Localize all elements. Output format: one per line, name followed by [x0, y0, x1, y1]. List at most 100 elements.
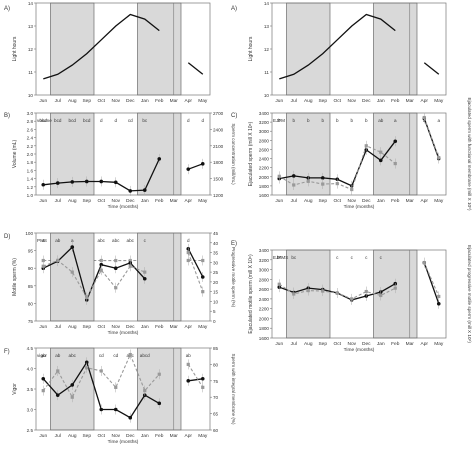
y2-tick-label: 60 — [213, 428, 219, 433]
y-tick-label: 3200 — [259, 120, 270, 125]
y-tick-label: 13 — [28, 24, 34, 29]
y-tick-label: 10 — [28, 93, 34, 98]
x-tick-label: Mar — [406, 198, 415, 204]
data-point-square — [41, 264, 45, 268]
series-line-solid — [187, 248, 204, 278]
data-point-square — [99, 369, 103, 373]
data-point-circle — [113, 180, 118, 185]
x-tick-label: Feb — [155, 198, 164, 204]
data-point-circle — [55, 181, 60, 185]
y-axis-label: Vigor — [12, 383, 18, 395]
y2-tick-label: 1200 — [213, 193, 224, 198]
y2-axis-label: Sperm concentration (mill/mL) — [231, 123, 236, 185]
significance-letter: abc — [98, 238, 106, 243]
y-tick-label: 3200 — [259, 258, 270, 263]
y2-tick-label: 35 — [213, 251, 219, 256]
panel-e: 1600 1800 2000 2200 2400 2600 2800 3000 3200 3400… — [231, 241, 472, 353]
x-tick-label: Nov — [347, 198, 356, 204]
x-tick-label: Jan — [141, 98, 149, 104]
significance-letter: a — [42, 238, 45, 243]
y2-tick-label: 30 — [213, 260, 219, 265]
data-point-square — [422, 261, 426, 265]
x-tick-label: Feb — [155, 433, 164, 439]
significance-letter: cd — [99, 353, 104, 358]
y2-axis-label: Ejaculated progressive motile sperm (mil… — [467, 245, 472, 343]
significance-letter: b — [307, 118, 310, 123]
data-point-circle — [320, 176, 325, 180]
x-tick-label: Mar — [406, 98, 415, 104]
x-tick-label: May — [198, 324, 208, 330]
data-point-square — [114, 286, 118, 290]
panel-label: A) — [231, 6, 237, 12]
x-tick-label: Apr — [185, 198, 193, 204]
data-point-square — [70, 270, 74, 274]
y-tick-label: 2600 — [259, 287, 270, 292]
significance-letter: abc — [112, 238, 120, 243]
significance-letter: ab — [378, 118, 384, 123]
panel-c: 1600 1800 2000 2200 2400 2600 2800 3000 3200 3400… — [231, 98, 472, 211]
shaded-band — [373, 2, 418, 96]
x-tick-label: Oct — [334, 341, 342, 347]
y-tick-label: 1800 — [259, 326, 270, 331]
significance-letter: c — [380, 255, 383, 260]
y-tick-label: 1.0 — [27, 193, 34, 198]
x-tick-label: Jul — [55, 198, 61, 204]
x-tick-label: Aug — [68, 98, 77, 104]
data-point-square — [350, 187, 354, 192]
y-tick-label: 12 — [264, 47, 270, 52]
y-tick-label: 3.0 — [27, 111, 34, 116]
panel-d: 75 80 85 90 95 100 0 5 10 15 20 25 30 35 40 45 Jun Jul Aug… — [4, 231, 236, 336]
data-point-square — [422, 115, 426, 120]
data-point-circle — [157, 157, 162, 161]
x-tick-label: Aug — [68, 198, 77, 204]
significance-letter: d — [201, 118, 204, 123]
data-point-square — [321, 182, 325, 186]
significance-letter: b — [292, 118, 295, 123]
plot-frame — [271, 249, 447, 339]
significance-label: vigor — [37, 353, 47, 358]
x-axis-label: Time (months) — [344, 204, 375, 210]
data-point-square — [128, 352, 132, 357]
y-tick-label: 2.8 — [27, 119, 34, 124]
data-point-circle — [113, 407, 118, 412]
y-axis-label: Light hours — [248, 36, 254, 61]
y2-tick-label: 25 — [213, 270, 219, 275]
significance-letter: bcd — [54, 118, 62, 123]
y2-tick-label: 80 — [213, 362, 219, 367]
data-point-square — [186, 362, 190, 366]
x-tick-label: Aug — [304, 98, 313, 104]
series-line-dashed — [423, 262, 440, 297]
y2-tick-label: 10 — [213, 299, 219, 304]
x-tick-label: Feb — [155, 324, 164, 330]
significance-letter: b — [321, 118, 324, 123]
panel-a-left: 10 11 12 13 14 Jun Jul Aug Sep Oct Nov Dec Jan Feb Mar… — [4, 1, 211, 104]
data-point-square — [85, 366, 89, 370]
x-tick-label: Jun — [39, 433, 47, 439]
significance-label: PMS — [37, 238, 47, 243]
y2-tick-label: 20 — [213, 280, 219, 285]
data-point-circle — [436, 301, 441, 306]
x-tick-label: May — [198, 198, 208, 204]
y-tick-label: 2.0 — [27, 152, 34, 157]
x-tick-label: Nov — [347, 98, 356, 104]
x-tick-label: May — [198, 98, 208, 104]
x-tick-label: Nov — [111, 324, 120, 330]
x-tick-label: Mar — [170, 198, 179, 204]
data-point-circle — [70, 245, 75, 249]
panel-f: 2.5 3.0 3.5 4.0 4.5 60 65 70 75 80 85 Jun Jul Aug Sep O… — [4, 346, 236, 445]
y-tick-label: 1.8 — [27, 160, 34, 165]
y-tick-label: 2200 — [259, 166, 270, 171]
y-axis-label: Ejaculated motile sperm (mill X 10⁶) — [248, 254, 254, 334]
significance-letter: bcd — [83, 118, 91, 123]
data-point-square — [292, 292, 296, 296]
significance-letter: ab — [41, 353, 47, 358]
data-point-circle — [142, 276, 147, 281]
x-tick-label: Jun — [39, 98, 47, 104]
x-tick-label: May — [198, 433, 208, 439]
data-point-circle — [200, 162, 205, 166]
y-tick-label: 2600 — [259, 147, 270, 152]
x-tick-label: May — [434, 341, 444, 347]
x-tick-label: Oct — [98, 433, 106, 439]
data-point-circle — [41, 376, 46, 381]
